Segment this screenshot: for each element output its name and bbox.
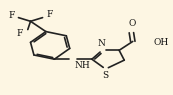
Text: S: S (102, 71, 109, 80)
Text: N: N (98, 38, 106, 48)
Text: NH: NH (74, 61, 90, 70)
Text: OH: OH (153, 38, 169, 47)
Text: F: F (9, 11, 15, 20)
Text: F: F (46, 10, 52, 19)
Text: F: F (16, 29, 23, 38)
Text: O: O (128, 19, 136, 28)
